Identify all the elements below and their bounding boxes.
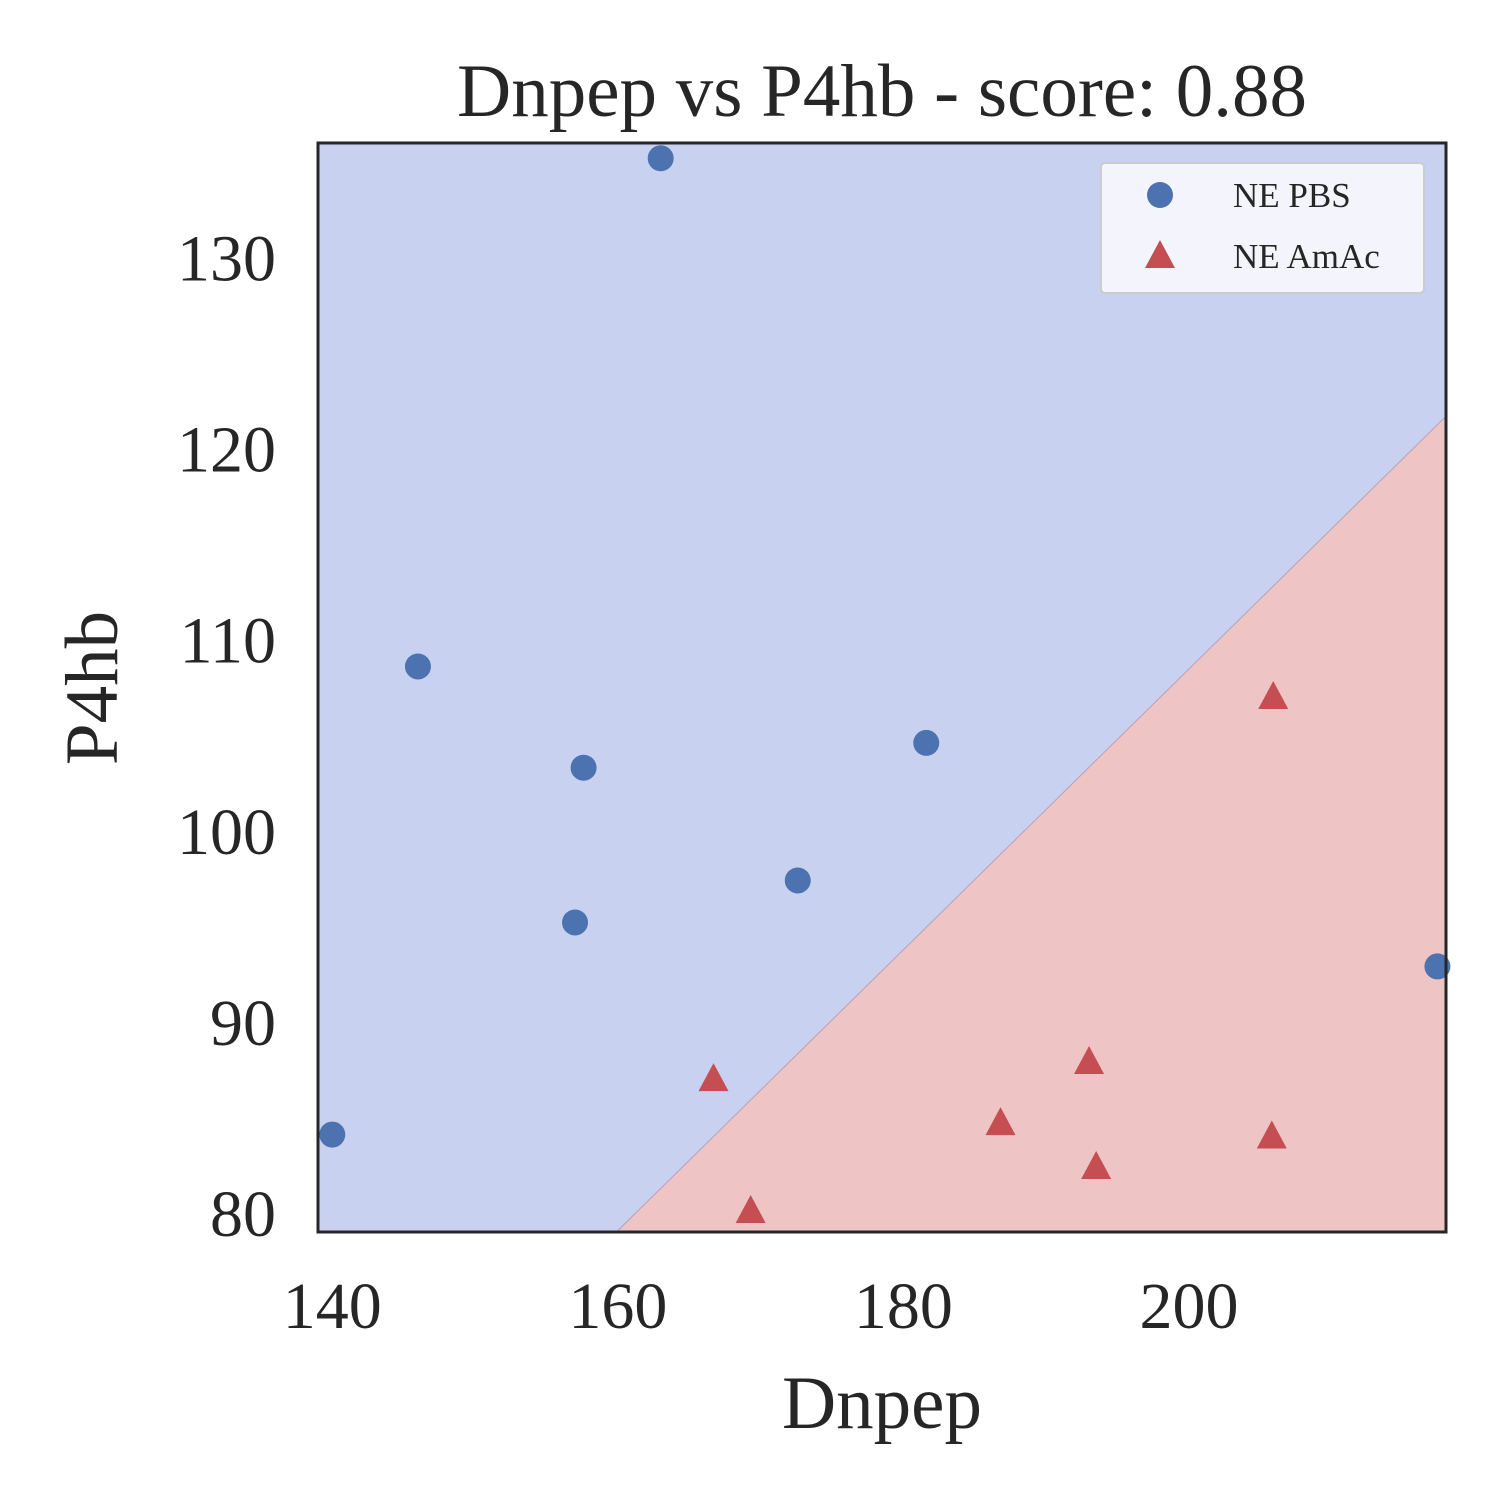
y-tick-80: 80 bbox=[210, 1178, 276, 1251]
x-tick-200: 200 bbox=[1139, 1270, 1238, 1343]
y-tick-130: 130 bbox=[177, 223, 276, 296]
point-ne-pbs-5 bbox=[784, 867, 811, 894]
point-ne-pbs-1 bbox=[404, 653, 431, 680]
point-ne-pbs-3 bbox=[570, 754, 597, 781]
data-marks bbox=[319, 145, 1451, 1223]
y-axis-label: P4hb bbox=[51, 611, 134, 765]
point-ne-pbs-4 bbox=[647, 145, 674, 172]
legend-marker-ne-pbs bbox=[1147, 182, 1173, 208]
legend-marker-ne-amac bbox=[1145, 240, 1175, 268]
legend-label-ne-pbs: NE PBS bbox=[1233, 176, 1351, 215]
y-tick-90: 90 bbox=[210, 987, 276, 1060]
point-ne-amac-6 bbox=[1258, 681, 1289, 710]
x-tick-140: 140 bbox=[283, 1270, 382, 1343]
y-axis-ticks: 80 90 100 110 120 130 bbox=[177, 223, 276, 1251]
x-tick-180: 180 bbox=[854, 1270, 953, 1343]
y-tick-110: 110 bbox=[179, 605, 276, 678]
legend: NE PBS NE AmAc bbox=[1100, 162, 1425, 294]
point-ne-amac-4 bbox=[1081, 1151, 1112, 1180]
point-ne-amac-3 bbox=[1074, 1045, 1105, 1074]
point-ne-pbs-6 bbox=[913, 729, 940, 756]
y-tick-100: 100 bbox=[177, 796, 276, 869]
chart-title: Dnpep vs P4hb - score: 0.88 bbox=[457, 50, 1307, 133]
point-ne-amac-5 bbox=[1256, 1120, 1287, 1149]
point-ne-amac-1 bbox=[735, 1194, 766, 1223]
point-ne-pbs-0 bbox=[319, 1121, 346, 1148]
decision-boundary-line bbox=[616, 415, 1446, 1232]
point-ne-amac-0 bbox=[698, 1063, 729, 1092]
x-axis-label: Dnpep bbox=[782, 1362, 982, 1445]
y-tick-120: 120 bbox=[177, 414, 276, 487]
point-ne-amac-2 bbox=[985, 1107, 1016, 1136]
legend-box bbox=[1100, 162, 1425, 294]
plot-area bbox=[316, 141, 1451, 1234]
decision-regions bbox=[318, 143, 1446, 1232]
point-ne-pbs-2 bbox=[562, 909, 589, 936]
x-axis-ticks: 140 160 180 200 bbox=[283, 1270, 1239, 1343]
x-tick-160: 160 bbox=[568, 1270, 667, 1343]
plot-frame bbox=[316, 141, 1448, 1234]
legend-label-ne-amac: NE AmAc bbox=[1233, 237, 1380, 276]
point-ne-pbs-7 bbox=[1424, 953, 1451, 980]
